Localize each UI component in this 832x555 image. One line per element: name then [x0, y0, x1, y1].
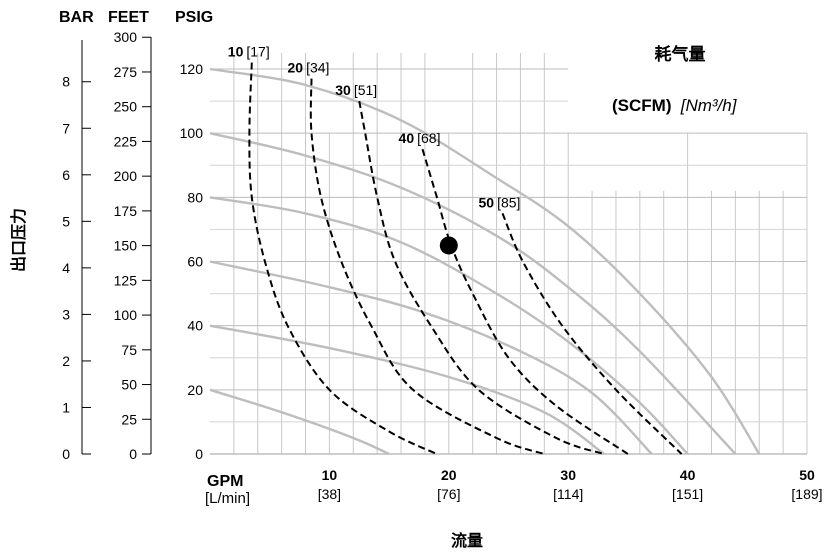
air-consumption-labels: 10 [17] 20 [34] 30 [51] 40 [68] 50 [85]	[228, 44, 521, 211]
feet-tick-label: 75	[121, 342, 137, 358]
chart-grid	[210, 52, 808, 455]
y-axis-label: 出口压力	[9, 208, 28, 272]
inlet-pressure-curve	[209, 67, 761, 455]
bar-tick-label: 4	[62, 260, 70, 276]
air-consumption-curve	[309, 78, 545, 455]
feet-tick-label: 125	[114, 272, 138, 288]
x-tick-label: 10	[322, 467, 338, 483]
x-tick-label: 30	[560, 467, 576, 483]
inlet-pressure-curve	[209, 196, 689, 455]
air-consumption-label: 10 [17]	[228, 44, 270, 60]
air-consumption-metric: [51]	[354, 82, 377, 98]
feet-tick-label: 175	[114, 203, 138, 219]
feet-tick-label: 0	[129, 446, 137, 462]
air-units-scfm: (SCFM)	[612, 96, 671, 115]
air-consumption-value: 10	[228, 44, 244, 60]
inlet-pressure-curve	[209, 324, 605, 455]
inlet-pressure-curve	[209, 388, 390, 456]
x-unit-label: GPM	[207, 473, 243, 490]
x-tick-metric-label: [38]	[318, 486, 341, 502]
air-consumption-curve	[248, 62, 438, 455]
psig-tick-label: 60	[187, 254, 203, 270]
x-tick-label: 50	[799, 467, 815, 483]
air-consumption-value: 20	[287, 60, 303, 76]
psig-tick-label: 20	[187, 382, 203, 398]
psig-tick-label: 100	[180, 125, 204, 141]
x-tick-metric-label: [151]	[672, 486, 703, 502]
air-units-metric: [Nm³/h]	[680, 96, 738, 115]
feet-tick-label: 150	[114, 238, 138, 254]
x-tick-metric-label: [114]	[553, 486, 583, 502]
psig-tick-label: 120	[180, 61, 204, 77]
air-consumption-label: 40 [68]	[399, 130, 441, 146]
air-consumption-value: 40	[399, 130, 415, 146]
bar-tick-label: 7	[62, 120, 70, 136]
air-consumption-label: 30 [51]	[335, 82, 377, 98]
x-unit-metric-label: [L/min]	[205, 490, 250, 507]
feet-tick-label: 250	[114, 99, 138, 115]
bar-ticks: 0 1 2 3 4 5 6 7 8	[62, 74, 91, 462]
inlet-pressure-curves	[209, 67, 761, 456]
x-tick-label: 20	[441, 467, 457, 483]
psig-tick-label: 80	[187, 189, 203, 205]
feet-tick-label: 225	[114, 133, 138, 149]
psig-axis-header: PSIG	[175, 9, 213, 26]
x-tick-label: 40	[680, 467, 696, 483]
air-consumption-metric: [17]	[246, 44, 269, 60]
chart-title: 耗气量	[655, 44, 706, 64]
psig-ticks: 0 20 40 60 80 100 120	[180, 61, 204, 462]
air-consumption-curves	[248, 62, 683, 455]
feet-tick-label: 200	[114, 168, 138, 184]
air-consumption-metric: [68]	[417, 130, 440, 146]
inlet-pressure-curve	[209, 132, 737, 455]
bar-tick-label: 5	[62, 213, 70, 229]
air-consumption-curve	[501, 213, 683, 455]
feet-tick-label: 25	[121, 411, 137, 427]
air-consumption-value: 30	[335, 82, 351, 98]
bar-tick-label: 1	[62, 399, 70, 415]
feet-tick-label: 100	[114, 307, 138, 323]
bar-tick-label: 2	[62, 353, 70, 369]
bar-tick-label: 8	[62, 74, 70, 90]
psig-tick-label: 40	[187, 318, 203, 334]
bar-axis-header: BAR	[59, 9, 94, 26]
air-consumption-value: 50	[479, 194, 495, 210]
x-ticks: 10 [38] 20 [76] 30 [114] 40 [151] 50 [189]	[318, 467, 823, 502]
bar-tick-label: 6	[62, 167, 70, 183]
air-consumption-metric: [85]	[497, 194, 520, 210]
bar-tick-label: 0	[62, 446, 70, 462]
operating-point-group	[439, 236, 458, 255]
air-consumption-metric: [34]	[306, 60, 329, 76]
air-units-label: (SCFM) [Nm³/h]	[612, 96, 738, 115]
feet-axis-header: FEET	[108, 9, 149, 26]
air-consumption-label: 20 [34]	[287, 60, 329, 76]
feet-tick-label: 300	[114, 29, 138, 45]
feet-tick-label: 275	[114, 64, 138, 80]
inlet-pressure-curve	[209, 260, 653, 455]
feet-tick-label: 50	[121, 377, 137, 393]
air-consumption-curve	[358, 100, 605, 455]
air-consumption-curve	[421, 148, 629, 455]
feet-ticks: 0 25 50 75 100 125 150 175 200 225 250 275 300	[114, 29, 151, 462]
x-axis-label: 流量	[451, 531, 483, 550]
x-tick-metric-label: [76]	[437, 486, 460, 502]
psig-tick-label: 0	[195, 446, 203, 462]
air-consumption-label: 50 [85]	[479, 194, 521, 210]
x-tick-metric-label: [189]	[791, 486, 822, 502]
bar-tick-label: 3	[62, 306, 70, 322]
operating-point	[439, 236, 458, 255]
